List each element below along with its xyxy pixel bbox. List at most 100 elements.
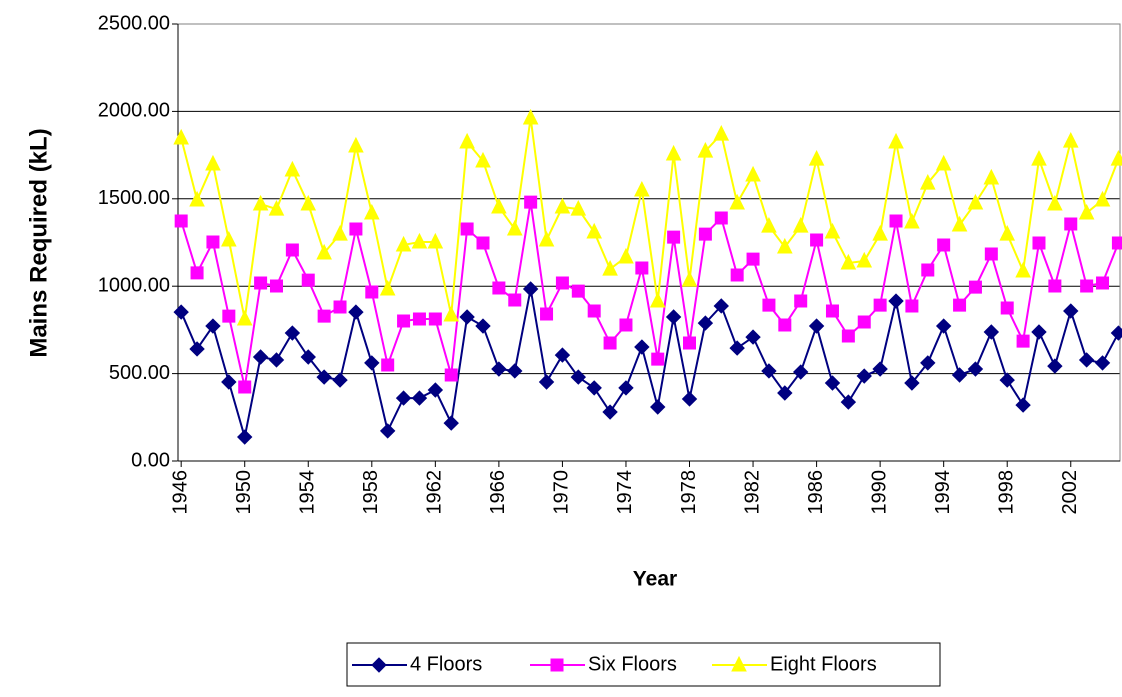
x-tick-label: 1950 [233, 470, 255, 515]
data-point [1032, 236, 1046, 250]
x-tick-label: 1986 [805, 470, 827, 515]
data-point [427, 232, 444, 249]
data-point [1094, 190, 1111, 207]
data-point [1062, 131, 1079, 148]
data-point [268, 199, 285, 216]
data-point [840, 253, 857, 270]
data-point [824, 375, 841, 391]
x-tick-label: 2002 [1059, 470, 1081, 515]
data-point [189, 190, 205, 207]
data-point [459, 132, 475, 149]
data-point [665, 144, 682, 161]
data-point [1110, 325, 1122, 341]
data-point [300, 349, 316, 365]
data-point [1111, 236, 1122, 250]
data-point [301, 273, 315, 287]
data-point [443, 305, 460, 322]
data-point [475, 151, 491, 168]
data-point [873, 298, 887, 312]
data-point [1015, 261, 1031, 278]
data-point [872, 361, 888, 377]
data-point [714, 211, 728, 225]
data-point [777, 237, 793, 254]
data-point [507, 363, 523, 379]
data-point [730, 268, 744, 282]
data-point [953, 298, 967, 312]
data-point [1080, 279, 1094, 293]
data-point [825, 304, 839, 318]
data-point [379, 279, 396, 296]
data-point [810, 233, 824, 247]
data-point [665, 309, 682, 325]
data-point [190, 266, 204, 280]
data-point [443, 415, 459, 431]
data-point [538, 374, 555, 390]
data-point [459, 309, 475, 325]
x-tick-label: 1978 [678, 470, 700, 515]
data-point [841, 329, 855, 343]
data-point [935, 154, 952, 171]
data-point [317, 309, 331, 323]
data-point [762, 298, 776, 312]
data-point [1064, 217, 1078, 231]
data-point [284, 160, 301, 177]
data-point [221, 374, 237, 390]
data-point [713, 298, 729, 314]
data-point [427, 382, 444, 398]
data-point [522, 108, 539, 125]
data-point [189, 341, 205, 357]
data-point [681, 270, 698, 287]
data-point [332, 224, 348, 241]
data-point [238, 380, 252, 394]
data-point [491, 361, 507, 377]
data-point [254, 276, 268, 290]
legend-label: Six Floors [588, 653, 677, 675]
data-point [411, 390, 428, 406]
data-point [412, 312, 426, 326]
data-point [540, 307, 554, 321]
y-tick-label: 1000.00 [98, 274, 170, 296]
data-point [506, 219, 523, 236]
data-point [697, 315, 714, 331]
x-tick-label: 1946 [169, 470, 191, 515]
data-point [905, 299, 919, 313]
data-point [935, 318, 952, 334]
data-point [619, 318, 633, 332]
data-point [333, 300, 347, 314]
data-point [856, 368, 872, 384]
data-point [840, 394, 857, 410]
data-point [476, 236, 490, 250]
data-point [570, 369, 587, 385]
data-point [491, 197, 507, 214]
data-point [951, 367, 968, 383]
data-point [983, 324, 1000, 340]
x-tick-label: 1966 [487, 470, 509, 515]
data-point [1000, 301, 1014, 315]
data-point [269, 279, 283, 293]
data-point [889, 214, 903, 228]
data-point [968, 280, 982, 294]
series-line [180, 201, 1120, 388]
legend-label: 4 Floors [410, 653, 482, 675]
data-point [650, 399, 666, 415]
x-axis-title: Year [633, 568, 677, 591]
data-point [397, 314, 411, 328]
data-point [618, 380, 634, 396]
data-point [651, 352, 665, 366]
data-point [713, 125, 730, 141]
data-point [395, 390, 412, 406]
data-point [365, 285, 379, 299]
data-point [1031, 324, 1047, 340]
data-point [349, 222, 363, 236]
data-point [492, 281, 506, 295]
data-point [554, 347, 571, 363]
data-point [555, 276, 569, 290]
data-point [475, 318, 491, 334]
data-point [363, 203, 380, 220]
data-point [745, 165, 761, 182]
data-point [778, 318, 792, 332]
x-tick-label: 1982 [741, 470, 763, 515]
data-point [237, 429, 253, 445]
data-point [586, 380, 602, 396]
